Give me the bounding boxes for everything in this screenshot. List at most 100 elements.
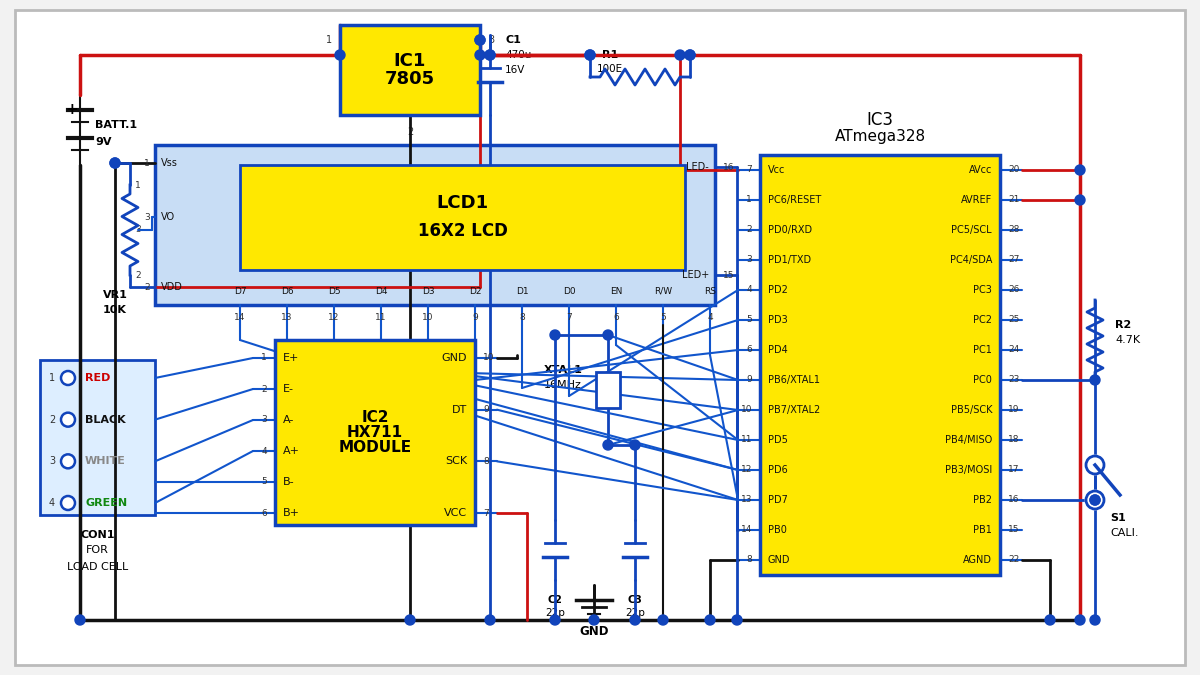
Text: EN: EN [610,286,622,296]
Text: PD4: PD4 [768,345,787,355]
Text: 14: 14 [740,526,752,535]
Text: 14: 14 [234,313,246,321]
Circle shape [1090,375,1100,385]
Text: 6: 6 [746,346,752,354]
Text: VR1: VR1 [102,290,127,300]
Text: 1: 1 [326,35,332,45]
Text: 3: 3 [488,35,494,45]
Circle shape [1075,165,1085,175]
Text: 4: 4 [262,446,266,456]
Circle shape [630,615,640,625]
Text: 23: 23 [1008,375,1019,385]
Circle shape [630,440,640,450]
Text: 7805: 7805 [385,70,436,88]
Text: 2: 2 [262,385,266,394]
Text: 22: 22 [1008,556,1019,564]
Text: 11: 11 [376,313,386,321]
Bar [40,360,155,515]
Text: 17: 17 [1008,466,1020,475]
Circle shape [586,50,595,60]
Circle shape [475,50,485,60]
Bar [596,372,620,408]
Text: PC0: PC0 [973,375,992,385]
Text: PC6/RESET: PC6/RESET [768,195,821,205]
Circle shape [1090,495,1100,505]
Circle shape [732,615,742,625]
Text: 2: 2 [144,283,150,292]
Text: D0: D0 [563,286,575,296]
Text: Vss: Vss [161,158,178,168]
Text: FOR: FOR [86,545,109,555]
Bar [155,145,715,305]
Text: 1: 1 [746,196,752,205]
Circle shape [74,615,85,625]
Circle shape [335,50,346,60]
Circle shape [706,615,715,625]
Circle shape [61,454,74,468]
Text: 5: 5 [660,313,666,321]
Text: 10: 10 [422,313,433,321]
Text: 3: 3 [144,213,150,221]
Text: PB6/XTAL1: PB6/XTAL1 [768,375,820,385]
Text: IC2: IC2 [361,410,389,425]
Text: Vcc: Vcc [768,165,785,175]
Text: SCK: SCK [445,456,467,466]
Text: MODULE: MODULE [338,440,412,455]
Text: 3: 3 [746,256,752,265]
Text: 7: 7 [746,165,752,175]
Text: 3: 3 [134,225,140,234]
Circle shape [604,440,613,450]
Text: 8: 8 [746,556,752,564]
Text: GND: GND [580,625,608,638]
Text: 18: 18 [1008,435,1020,445]
Text: 13: 13 [740,495,752,504]
Text: PC1: PC1 [973,345,992,355]
Text: E-: E- [283,384,294,394]
Text: 20: 20 [1008,165,1019,175]
Bar [240,165,685,270]
Text: AGND: AGND [964,555,992,565]
Text: 6: 6 [613,313,619,321]
Text: R2: R2 [1115,320,1132,330]
Circle shape [61,412,74,427]
Text: C1: C1 [505,35,521,45]
Text: D1: D1 [516,286,528,296]
Text: GREEN: GREEN [85,498,127,508]
Text: 22p: 22p [625,608,644,618]
Text: RED: RED [85,373,110,383]
Text: B-: B- [283,477,295,487]
Text: LED-: LED- [686,162,709,172]
Bar [275,340,475,525]
Text: 15: 15 [722,271,734,279]
Text: PD2: PD2 [768,285,788,295]
Text: 4: 4 [49,498,55,508]
Text: A-: A- [283,415,294,425]
Text: PC2: PC2 [973,315,992,325]
Text: 9: 9 [472,313,478,321]
Circle shape [485,615,496,625]
Text: PB3/MOSI: PB3/MOSI [944,465,992,475]
Text: LCD1: LCD1 [437,194,488,213]
Text: 16V: 16V [505,65,526,75]
Text: 5: 5 [746,315,752,325]
Text: 10: 10 [740,406,752,414]
Text: 4: 4 [707,313,713,321]
Text: 470u: 470u [505,50,532,60]
Text: LOAD CELL: LOAD CELL [67,562,128,572]
Circle shape [658,615,668,625]
Text: 7: 7 [482,508,488,518]
Text: 9: 9 [482,405,488,414]
Text: RS: RS [704,286,716,296]
Text: PC5/SCL: PC5/SCL [952,225,992,235]
Circle shape [586,50,595,60]
Text: S1: S1 [1110,513,1126,523]
Text: 16: 16 [1008,495,1020,504]
Text: +: + [66,103,78,117]
Text: 21: 21 [1008,196,1019,205]
Circle shape [110,158,120,168]
Text: B+: B+ [283,508,300,518]
Text: AVREF: AVREF [961,195,992,205]
Text: PC4/SDA: PC4/SDA [949,255,992,265]
Text: AVcc: AVcc [968,165,992,175]
Circle shape [110,158,120,168]
